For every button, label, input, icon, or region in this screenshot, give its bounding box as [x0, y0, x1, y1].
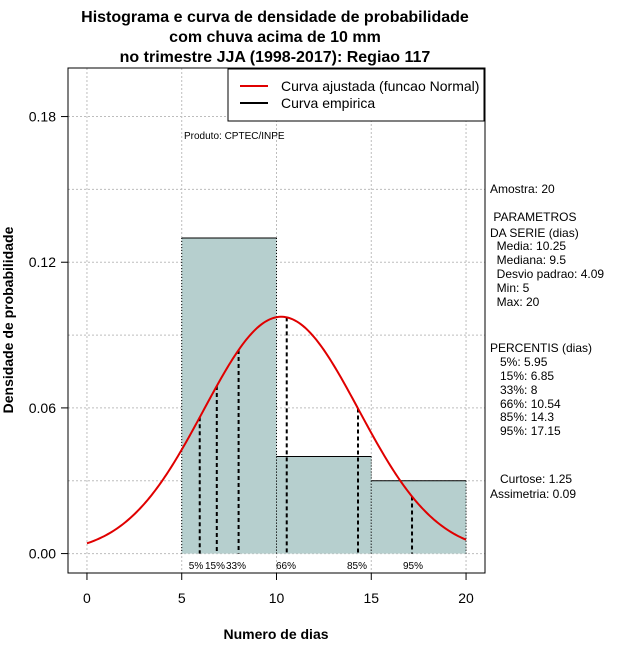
chart-title-line: no trimestre JJA (1998-2017): Regiao 117: [120, 49, 431, 66]
stats-line: DA SERIE (dias): [490, 226, 579, 240]
stats-line: 85%: 14.3: [490, 410, 554, 424]
histogram-bar: [371, 480, 467, 554]
stats-line: 66%: 10.54: [490, 397, 561, 411]
x-axis-title: Numero de dias: [223, 626, 328, 642]
y-axis-title: Densidade de probabilidade: [0, 226, 16, 413]
y-tick-label: 0.12: [29, 254, 56, 270]
y-tick-label: 0.00: [29, 546, 56, 562]
stats-line: 95%: 17.15: [490, 424, 561, 438]
stats-line: PARAMETROS: [490, 210, 576, 224]
histogram-bar: [276, 456, 372, 554]
percentile-label: 15%: [205, 561, 225, 572]
legend-label-empirical: Curva empirica: [281, 95, 375, 111]
percentile-label: 66%: [276, 561, 296, 572]
stats-line: 15%: 6.85: [490, 369, 554, 383]
percentile-label: 5%: [189, 561, 204, 572]
stats-line: Mediana: 9.5: [490, 253, 566, 267]
chart-title-line: com chuva acima de 10 mm: [169, 29, 381, 46]
stats-line: Media: 10.25: [490, 239, 566, 253]
stats-line: 33%: 8: [490, 383, 538, 397]
stats-line: Max: 20: [490, 295, 540, 309]
stats-line: Assimetria: 0.09: [490, 487, 576, 501]
y-tick-label: 0.06: [29, 400, 56, 416]
product-annotation: Produto: CPTEC/INPE: [184, 131, 285, 142]
stats-line: 5%: 5.95: [490, 355, 548, 369]
stats-line: Min: 5: [490, 281, 530, 295]
stats-line: PERCENTIS (dias): [490, 341, 592, 355]
legend-label-fitted: Curva ajustada (funcao Normal): [281, 78, 479, 94]
percentile-label: 85%: [347, 561, 367, 572]
x-tick-label: 15: [363, 590, 379, 606]
x-tick-label: 0: [83, 590, 91, 606]
histogram-bar: [181, 237, 277, 554]
x-tick-label: 5: [178, 590, 186, 606]
percentile-label: 95%: [403, 561, 423, 572]
y-tick-label: 0.18: [29, 109, 56, 125]
fitted-normal-curve: [86, 315, 467, 545]
legend-box: [227, 68, 485, 122]
stats-line: Amostra: 20: [490, 182, 555, 196]
x-tick-label: 20: [458, 590, 474, 606]
percentile-label: 33%: [226, 561, 246, 572]
stats-line: Desvio padrao: 4.09: [490, 267, 604, 281]
stats-line: Curtose: 1.25: [490, 472, 572, 486]
x-tick-label: 10: [269, 590, 285, 606]
legend: Curva ajustada (funcao Normal) Curva emp…: [227, 68, 485, 122]
chart-title-line: Histograma e curva de densidade de proba…: [81, 9, 469, 26]
